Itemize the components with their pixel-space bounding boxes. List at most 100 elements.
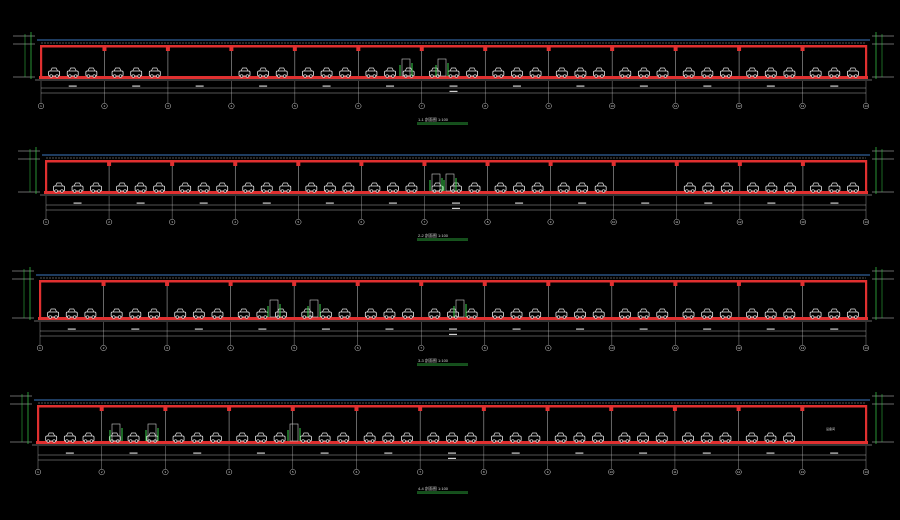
car-wheel	[594, 74, 598, 78]
car-wheel	[256, 439, 260, 443]
car-body	[555, 70, 568, 77]
car-body	[53, 185, 65, 192]
axis-bubble	[226, 468, 233, 476]
car-cabin	[339, 432, 348, 437]
dimension-text-mark	[448, 457, 456, 459]
car-body	[555, 311, 568, 318]
car-body	[618, 435, 631, 442]
car-wheel	[564, 189, 569, 193]
car-wheel	[91, 315, 95, 319]
car-wheel	[766, 189, 771, 193]
car-wheel	[556, 439, 560, 443]
dimension-text-mark	[448, 452, 456, 454]
axis-label: 10	[610, 104, 614, 108]
axis-label: 4	[228, 470, 230, 474]
car-wheel	[78, 189, 83, 193]
car-cabin	[596, 182, 605, 187]
car-cabin	[749, 182, 757, 187]
axis-label: 7	[419, 470, 421, 474]
car-body	[211, 311, 224, 318]
axis-label: 11	[674, 104, 677, 108]
car-wheel	[535, 439, 539, 443]
car-body	[764, 70, 777, 77]
beam-haunch	[609, 282, 614, 286]
car-cabin	[556, 432, 565, 437]
car-wheel	[854, 315, 858, 319]
axis-bubble	[735, 344, 742, 352]
car-wheel	[68, 74, 72, 78]
car-wheel	[223, 189, 227, 193]
car-wheel	[86, 74, 91, 78]
dimension-text-mark	[195, 85, 204, 87]
car-wheel	[835, 74, 839, 78]
car-body	[574, 311, 586, 318]
car-wheel	[301, 439, 305, 443]
car-wheel	[286, 189, 290, 193]
beam-haunch	[292, 282, 297, 286]
car-wheel	[728, 189, 732, 193]
car-wheel	[772, 189, 776, 193]
car-body	[364, 311, 377, 318]
car-body	[148, 70, 161, 77]
beam-haunch	[736, 407, 741, 411]
car-wheel	[835, 189, 839, 193]
car-body	[656, 311, 669, 318]
car-wheel	[493, 74, 498, 78]
car-wheel	[340, 74, 344, 78]
car-wheel	[708, 315, 712, 319]
car-cabin	[370, 182, 379, 187]
dimension-text-mark	[136, 202, 145, 204]
car-cabin	[811, 67, 820, 72]
car-wheel	[638, 439, 642, 443]
axis-label: 6	[357, 346, 359, 350]
section-geometry: 1 2 3 4 5 6 7 8 9 10 11 12 13 14	[10, 392, 894, 494]
axis-label: 6	[361, 220, 363, 224]
car-wheel	[239, 315, 243, 319]
car-body	[637, 311, 650, 318]
car-wheel	[536, 315, 540, 319]
car-wheel	[790, 439, 794, 443]
car-cabin	[559, 182, 568, 187]
car-cabin	[431, 67, 439, 72]
car-wheel	[385, 74, 389, 78]
car-body	[557, 185, 570, 192]
axis-bubble	[164, 102, 171, 110]
car-cabin	[155, 182, 163, 187]
axis-label: 8	[484, 346, 486, 350]
car-body	[492, 311, 504, 318]
axis-label: 2	[103, 346, 105, 350]
car-wheel	[516, 439, 521, 443]
car-wheel	[790, 315, 794, 319]
axis-label: 6	[356, 470, 358, 474]
car-body	[318, 435, 331, 442]
end-wall	[45, 160, 48, 192]
car-wheel	[784, 74, 789, 78]
car-wheel	[277, 74, 281, 78]
car-cabin	[766, 67, 775, 72]
car-wheel	[817, 189, 821, 193]
car-cabin	[218, 182, 227, 187]
end-wall	[40, 45, 43, 77]
car-body	[48, 70, 61, 77]
door-frame	[111, 423, 121, 442]
axis-label: 10	[612, 220, 616, 224]
beam-haunch	[359, 162, 364, 166]
car-wheel	[470, 189, 474, 193]
car-wheel	[599, 439, 603, 443]
car-wheel	[620, 315, 624, 319]
car-wheel	[179, 439, 184, 443]
car-body	[809, 311, 822, 318]
section-title: 2-2 剖面图 1:100	[418, 232, 449, 238]
car-cabin	[199, 182, 208, 187]
axis-label: 7	[421, 104, 423, 108]
car-cabin	[92, 182, 100, 187]
car-wheel	[721, 74, 725, 78]
car-wheel	[52, 439, 56, 443]
dimension-text-mark	[67, 328, 76, 330]
car-wheel	[581, 74, 585, 78]
car-cabin	[239, 308, 248, 313]
car-body	[509, 435, 522, 442]
car-cabin	[181, 182, 189, 187]
car-cabin	[512, 308, 521, 313]
dimension-text-mark	[830, 202, 839, 204]
